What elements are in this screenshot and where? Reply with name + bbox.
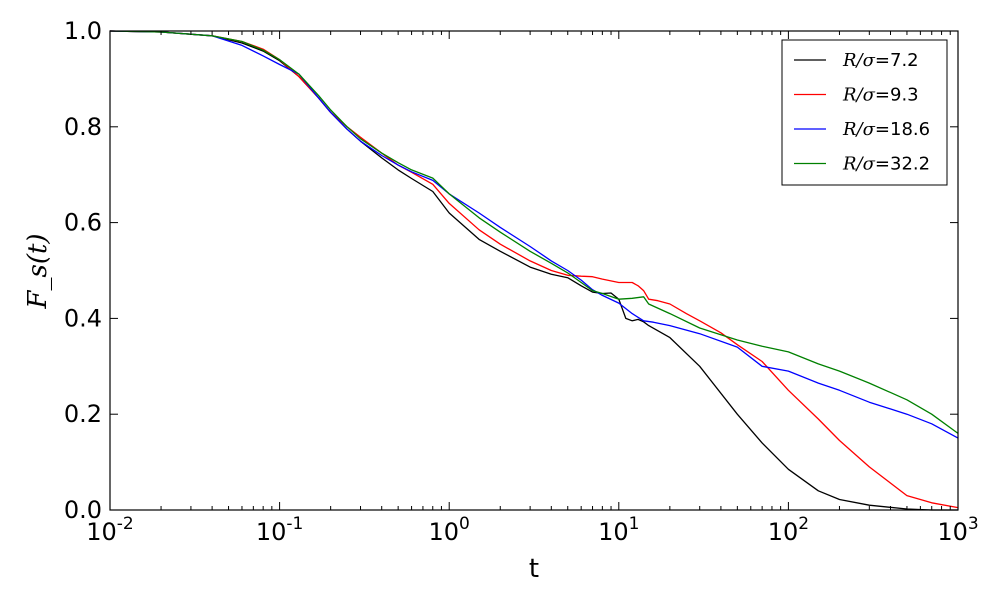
legend: R/σ=7.2 R/σ=9.3 R/σ=18.6 R/σ=32.2 (781, 39, 948, 186)
series-layer (109, 30, 959, 511)
legend-label: R/σ=32.2 (842, 154, 930, 175)
y-tick-label: 0.2 (64, 400, 102, 428)
y-tick-label: 0.4 (64, 304, 102, 332)
legend-label: R/σ=7.2 (842, 50, 919, 71)
legend-label: R/σ=18.6 (842, 119, 930, 140)
legend-box (781, 39, 948, 186)
x-tick-label: 100 (429, 514, 470, 546)
x-axis-label: t (529, 554, 539, 584)
x-tick-label: 103 (937, 514, 978, 546)
x-tick-label: 10-2 (86, 514, 134, 546)
y-tick-label: 0.0 (64, 496, 102, 524)
tick-layer: 0.0 0.2 0.4 0.6 0.8 1.0 10-2 10-1 100 101 102 103 (64, 17, 979, 546)
series-line-4 (109, 30, 959, 434)
y-tick-label: 0.6 (64, 209, 102, 237)
legend-label: R/σ=9.3 (842, 85, 919, 106)
y-tick-label: 1.0 (64, 17, 102, 45)
plot-frame (109, 30, 959, 511)
y-axis-label: F_s(t) (23, 233, 53, 309)
y-tick-label: 0.8 (64, 113, 102, 141)
x-tick-label: 10-1 (256, 514, 304, 546)
x-tick-label: 101 (598, 514, 639, 546)
x-tick-label: 102 (768, 514, 809, 546)
